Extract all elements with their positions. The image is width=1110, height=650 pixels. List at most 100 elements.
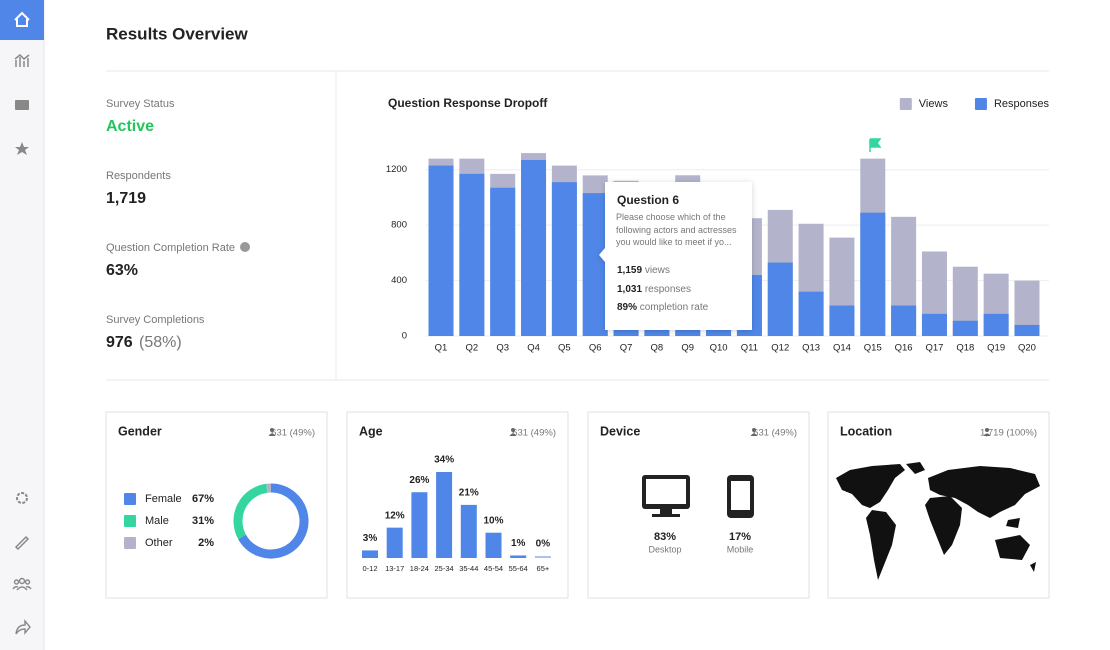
tooltip-value: 1,031 [617,284,642,295]
x-tick-label: Q17 [925,343,943,354]
x-tick-label: Q12 [771,343,789,354]
x-tick-label: Q5 [558,343,571,354]
x-tick-label: 45-54 [484,564,503,573]
person-icons [268,428,991,436]
tooltip [599,182,752,330]
nav-share[interactable] [15,619,31,635]
card-title: Location [840,424,892,438]
nav-contacts[interactable] [15,100,29,110]
y-tick-label: 800 [391,220,407,231]
legend-swatch [124,537,136,549]
x-tick-label: Q1 [435,343,448,354]
bar [1014,324,1040,336]
bar [921,313,947,336]
value-label: 10% [483,515,503,526]
x-tick-label: 18-24 [410,564,429,573]
x-tick-label: Q7 [620,343,633,354]
nav-analytics[interactable] [14,53,30,67]
bar [582,193,608,336]
bar [767,262,793,336]
x-tick-label: Q14 [833,343,851,354]
x-tick-label: Q2 [466,343,479,354]
nav-settings[interactable] [16,492,28,504]
stat-label: Survey Completions [106,314,205,326]
bar [952,320,978,336]
nav-favorites[interactable] [15,142,29,155]
flag-icon [869,138,882,152]
x-tick-label: 35-44 [459,564,478,573]
nav-team[interactable] [12,577,32,591]
stat-value: 63% [106,262,138,279]
tooltip-label: views [645,265,670,276]
tooltip-row: 1,031 responses [617,284,691,295]
value-label: 67% [192,493,214,505]
value-label: 0% [536,539,551,550]
x-tick-label: Q6 [589,343,602,354]
bar [386,527,403,558]
card-title: Age [359,424,383,438]
legend-swatch [899,98,912,110]
world-map [836,462,1040,580]
device-value: 83% [654,531,676,543]
x-tick-label: Q3 [496,343,509,354]
legend-swatch [124,515,136,527]
x-tick-label: Q9 [681,343,694,354]
legend-swatch [974,98,987,110]
tooltip-text: Please choose which of the following act… [616,212,737,247]
legend-label: Views [919,98,949,110]
tooltip-text-box: Please choose which of the following act… [616,212,737,247]
x-tick-label: Q8 [651,343,664,354]
x-tick-label: 13-17 [385,564,404,573]
bar [362,550,378,558]
tooltip-label: completion rate [640,302,709,313]
tooltip-row: 1,159 views [617,265,670,276]
bar [510,555,527,558]
legend-label: Female [145,493,182,505]
nav-edit[interactable] [14,535,30,551]
info-icon[interactable] [240,242,250,252]
x-tick-label: Q18 [956,343,974,354]
stat-extra: (58%) [139,334,182,351]
x-tick-label: 0-12 [362,564,377,573]
x-tick-label: Q16 [895,343,913,354]
card [346,411,569,599]
donut-segment [233,483,268,540]
bar [860,212,886,336]
legend-label: Responses [994,98,1050,110]
device-value: 17% [729,531,751,543]
card [587,411,810,599]
tooltip-label: responses [645,284,691,295]
value-label: 31% [192,515,214,527]
desktop-icon [642,475,690,517]
bar [534,556,551,558]
page-title: Results Overview [106,24,249,43]
bar [436,472,453,558]
bar [490,187,516,336]
bar [521,160,547,336]
sidebar [0,0,44,650]
y-tick-label: 1200 [386,164,407,175]
donut-segment [238,483,309,559]
bar [459,173,485,336]
card-title: Gender [118,424,162,438]
bar [460,504,477,558]
value-label: 26% [409,475,429,486]
stat-value: 1,719 [106,190,146,207]
bar [551,182,577,336]
legend-label: Other [145,537,173,549]
x-tick-label: Q13 [802,343,820,354]
tooltip-value: 89% [617,302,637,313]
x-tick-label: 65+ [537,564,550,573]
value-label: 34% [434,455,454,466]
legend-label: Male [145,515,169,527]
stat-value: 976 [106,334,133,351]
nav-home[interactable] [0,0,44,40]
x-tick-label: Q4 [527,343,540,354]
tooltip-title: Question 6 [617,193,679,207]
y-tick-label: 400 [391,275,407,286]
card-count: 631 (49%) [753,428,797,439]
bar [798,291,824,336]
card-title: Device [600,424,640,438]
card-count: 631 (49%) [512,428,556,439]
